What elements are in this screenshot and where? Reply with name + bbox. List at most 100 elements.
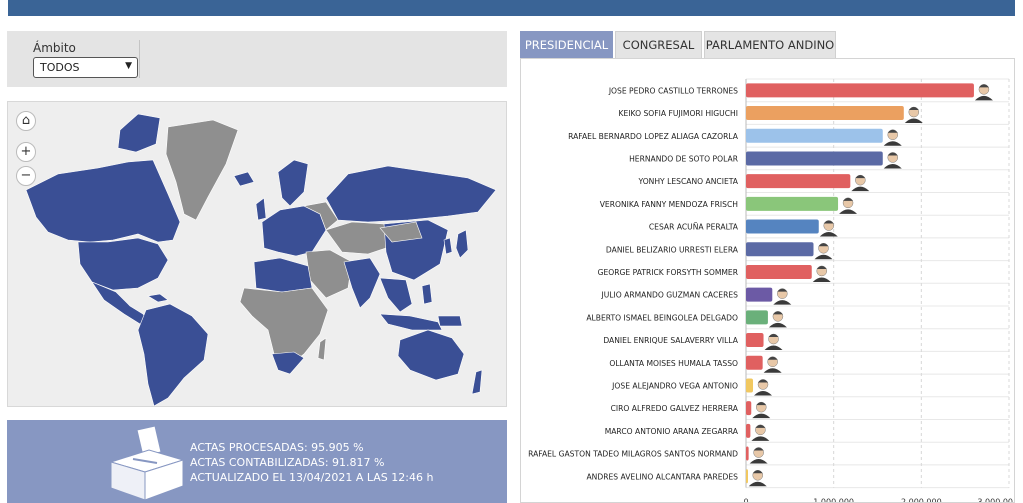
bar[interactable] (746, 83, 974, 98)
bar[interactable] (746, 151, 883, 166)
map-region-indonesia (379, 313, 443, 331)
map-region-philippines (421, 283, 433, 305)
ballot-box-icon (109, 426, 185, 501)
map-region-new-zealand (471, 369, 483, 395)
category-label: JOSE ALEJANDRO VEGA ANTONIO (611, 381, 738, 390)
candidate-avatar (748, 470, 767, 487)
candidate-avatar (763, 356, 782, 373)
candidate-avatar (819, 220, 838, 237)
category-label: MARCO ANTONIO ARANA ZEGARRA (605, 427, 739, 436)
bar[interactable] (746, 287, 773, 302)
map-region-caribbean (147, 293, 169, 303)
stats-panel: ACTAS PROCESADAS: 95.905 % ACTAS CONTABI… (7, 420, 507, 503)
bar[interactable] (746, 128, 883, 143)
results-chart-svg: JOSE PEDRO CASTILLO TERRONES KEIKO SOFIA … (528, 78, 1013, 502)
world-map[interactable]: ⌂ + − (7, 101, 507, 407)
category-label: DANIEL BELIZARIO URRESTI ELERA (606, 245, 739, 254)
bar[interactable] (746, 423, 751, 438)
category-label: DANIEL ENRIQUE SALAVERRY VILLA (603, 336, 738, 345)
tab-congresal[interactable]: CONGRESAL (615, 31, 702, 58)
category-label: VERONIKA FANNY MENDOZA FRISCH (600, 200, 738, 209)
map-region-uk (255, 197, 267, 221)
map-region-se-asia (379, 277, 413, 313)
candidate-avatar (974, 84, 993, 101)
category-label: RAFAEL GASTON TADEO MILAGROS SANTOS NORM… (528, 450, 738, 459)
map-region-europe (261, 205, 327, 257)
map-region-arctic-islands (117, 113, 161, 153)
x-tick-label: 3,000,00 (977, 498, 1013, 502)
bar[interactable] (746, 446, 749, 461)
candidate-avatar (883, 152, 902, 169)
candidate-avatar (814, 243, 833, 260)
x-tick-label: 0 (743, 498, 748, 502)
tab-parlamento-andino[interactable]: PARLAMENTO ANDINO (704, 31, 836, 58)
candidate-avatar (768, 311, 787, 328)
ambito-panel: Ámbito TODOS ▼ (7, 31, 507, 87)
divider (139, 40, 140, 78)
chevron-down-icon: ▼ (125, 61, 132, 71)
world-map-svg[interactable] (8, 102, 507, 407)
home-icon[interactable]: ⌂ (16, 111, 36, 131)
map-region-central-asia (325, 221, 393, 255)
zoom-out-button[interactable]: − (16, 166, 36, 186)
bar[interactable] (746, 174, 851, 189)
map-region-canada (25, 159, 181, 243)
x-tick-label: 1,000,000 (813, 498, 854, 502)
bar[interactable] (746, 378, 754, 393)
map-region-mongolia (379, 221, 423, 243)
candidate-avatar (752, 401, 771, 419)
tab-presidencial[interactable]: PRESIDENCIAL (520, 31, 613, 58)
category-label: GEORGE PATRICK FORSYTH SOMMER (598, 268, 739, 277)
candidate-avatar (764, 333, 783, 351)
category-label: JULIO ARMANDO GUZMAN CACERES (600, 291, 738, 300)
candidate-avatar (839, 197, 858, 214)
candidate-avatar (749, 447, 768, 464)
map-region-north-africa (253, 257, 313, 293)
candidate-avatar (904, 106, 923, 124)
top-bar (8, 0, 1015, 16)
ambito-selected-value: TODOS (40, 61, 80, 74)
map-region-papua (437, 315, 463, 327)
bar[interactable] (746, 333, 764, 348)
results-chart: JOSE PEDRO CASTILLO TERRONES KEIKO SOFIA … (520, 58, 1015, 503)
bar[interactable] (746, 196, 839, 211)
updated-timestamp: ACTUALIZADO EL 13/04/2021 A LAS 12:46 h (190, 471, 434, 484)
category-label: CIRO ALFREDO GALVEZ HERRERA (611, 404, 739, 413)
map-region-india (343, 257, 381, 309)
bar[interactable] (746, 401, 752, 416)
map-region-south-africa (271, 351, 305, 375)
category-label: YONHY LESCANO ANCIETA (637, 177, 738, 186)
bar[interactable] (746, 355, 763, 370)
bar[interactable] (746, 219, 819, 234)
category-label: OLLANTA MOISES HUMALA TASSO (609, 359, 738, 368)
zoom-in-button[interactable]: + (16, 142, 36, 162)
candidate-avatar (773, 288, 792, 305)
bar[interactable] (746, 242, 814, 257)
category-label: CESAR ACUÑA PERALTA (649, 223, 739, 232)
category-label: ALBERTO ISMAEL BEINGOLEA DELGADO (586, 313, 738, 322)
category-label: JOSE PEDRO CASTILLO TERRONES (608, 86, 738, 95)
ambito-select[interactable]: TODOS ▼ (33, 57, 138, 78)
map-region-eastern-europe (303, 201, 339, 231)
actas-procesadas: ACTAS PROCESADAS: 95.905 % (190, 441, 364, 454)
actas-contabilizadas: ACTAS CONTABILIZADAS: 91.817 % (190, 456, 385, 469)
map-region-russia (325, 165, 497, 223)
map-region-usa (77, 237, 169, 291)
map-region-scandinavia (277, 159, 309, 207)
candidate-avatar (883, 129, 902, 146)
candidate-avatar (851, 174, 870, 192)
x-tick-label: 2,000,000 (901, 498, 942, 502)
bar[interactable] (746, 310, 768, 325)
category-label: HERNANDO DE SOTO POLAR (629, 154, 739, 163)
bar[interactable] (746, 469, 748, 484)
candidate-avatar (812, 265, 831, 282)
map-region-iceland (233, 171, 255, 187)
category-label: RAFAEL BERNARDO LOPEZ ALIAGA CAZORLA (568, 132, 739, 141)
map-region-madagascar (317, 337, 327, 361)
candidate-avatar (754, 379, 773, 396)
bar[interactable] (746, 264, 812, 279)
map-region-australia (397, 329, 465, 381)
map-region-korea (443, 237, 453, 255)
category-label: ANDRES AVELINO ALCANTARA PAREDES (586, 472, 738, 481)
bar[interactable] (746, 106, 904, 121)
